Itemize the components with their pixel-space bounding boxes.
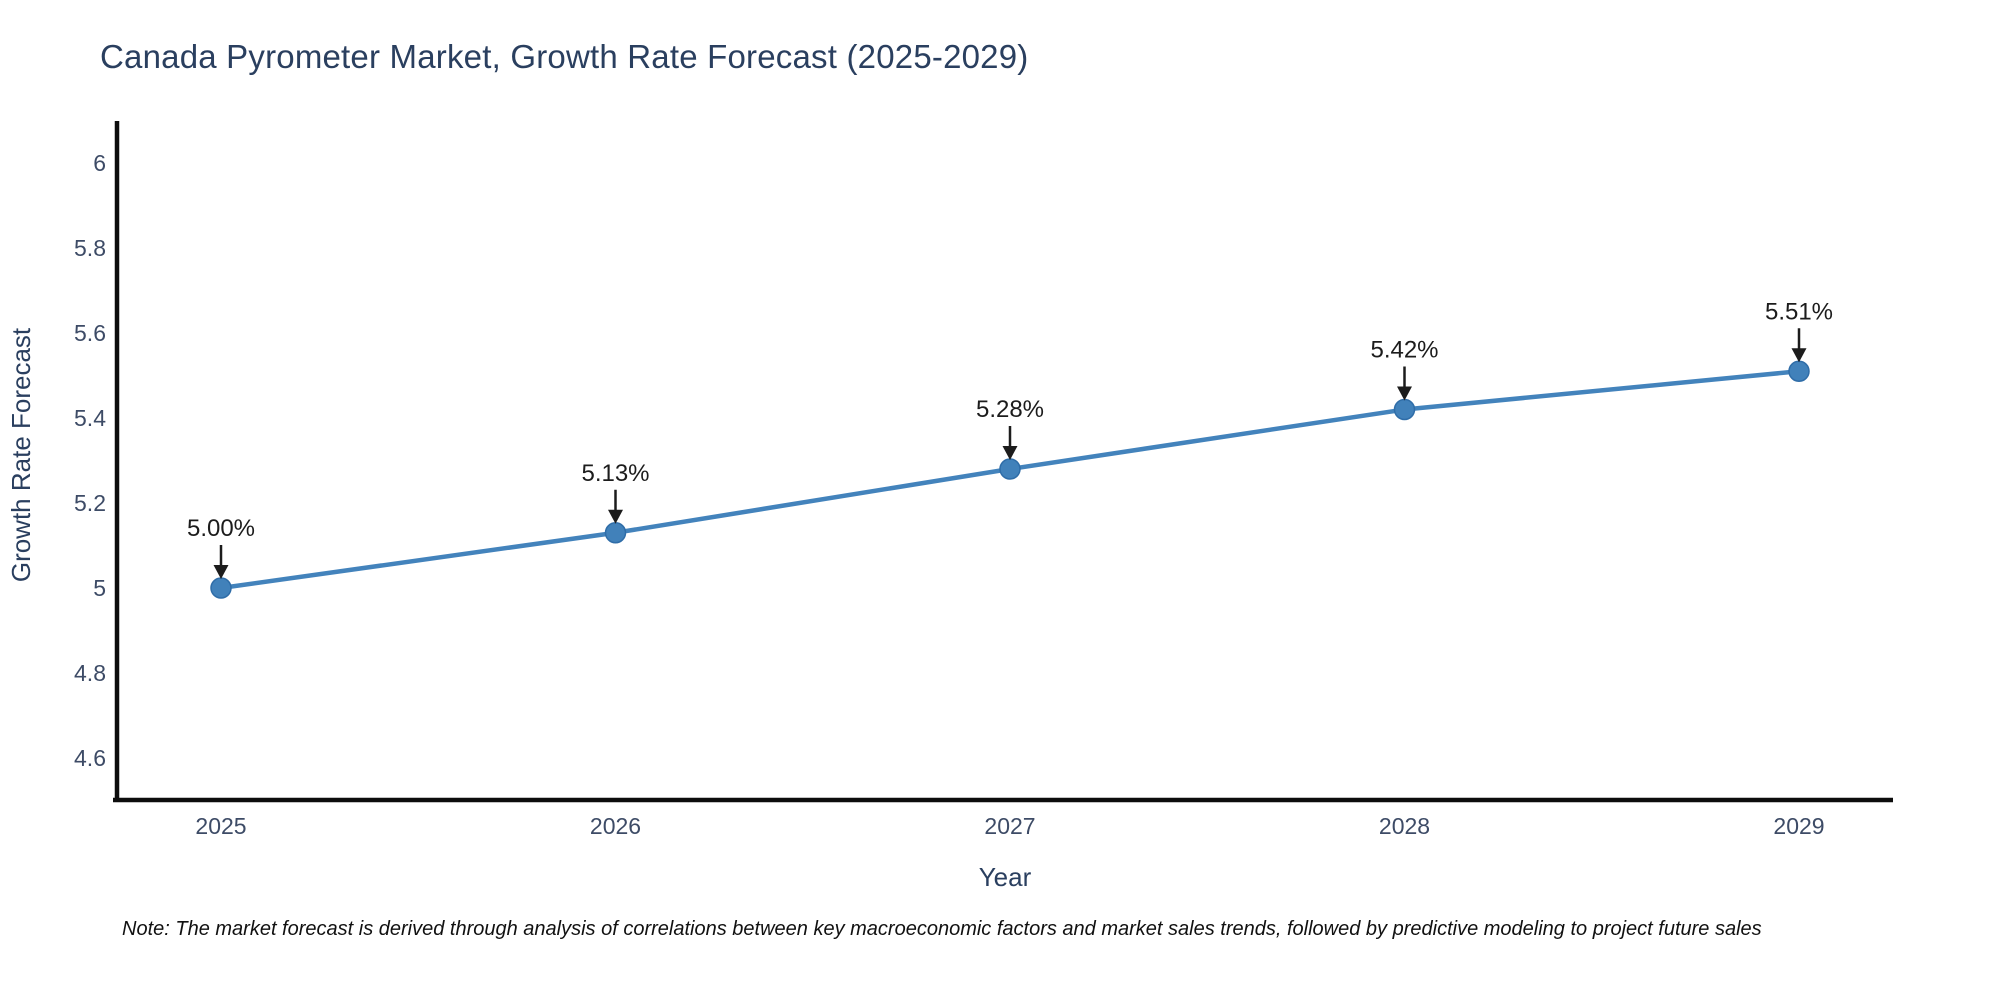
annotation-arrow-head [1002, 446, 1018, 460]
annotation-arrow-head [608, 509, 623, 524]
data-point-marker [210, 577, 232, 599]
annotation-arrow-head [1397, 386, 1412, 401]
point-annotations: 5.00% 5.13% 5.28% 5.42% 5.51% [187, 298, 1833, 579]
x-tick-label: 2027 [984, 813, 1035, 839]
x-tick-label: 2026 [590, 813, 641, 839]
y-tick-label: 5 [93, 575, 106, 601]
x-tick-label: 2028 [1379, 813, 1430, 839]
point-value-label: 5.51% [1765, 298, 1833, 325]
y-tick-label: 4.6 [74, 745, 106, 771]
annotation-arrow-head [213, 565, 229, 579]
point-value-label: 5.13% [581, 460, 649, 487]
x-tick-label: 2025 [195, 813, 246, 839]
data-point-marker [1788, 360, 1810, 382]
y-axis-title: Growth Rate Forecast [6, 327, 36, 582]
line-series [210, 360, 1810, 599]
y-tick-label: 5.6 [74, 320, 106, 346]
chart-title: Canada Pyrometer Market, Growth Rate For… [100, 38, 1029, 75]
y-axis-ticks: 6 5.8 5.6 5.4 5.2 5 4.8 4.6 [74, 150, 106, 771]
data-point-marker [604, 522, 627, 544]
y-tick-label: 4.8 [74, 660, 106, 686]
point-value-label: 5.28% [976, 396, 1044, 423]
point-value-label: 5.00% [187, 515, 255, 542]
y-tick-label: 5.4 [74, 405, 106, 431]
point-value-label: 5.42% [1370, 337, 1438, 364]
footnote: Note: The market forecast is derived thr… [122, 918, 1762, 940]
x-axis-ticks: 2025 2026 2027 2028 2029 [195, 813, 1824, 839]
x-axis-title: Year [979, 862, 1032, 892]
y-tick-label: 5.8 [74, 235, 106, 261]
x-tick-label: 2029 [1773, 813, 1824, 839]
y-tick-label: 5.2 [74, 490, 106, 516]
annotation-arrow-head [1791, 348, 1807, 363]
y-tick-label: 6 [93, 150, 106, 176]
data-point-marker [1393, 398, 1416, 421]
data-point-marker [999, 458, 1021, 480]
